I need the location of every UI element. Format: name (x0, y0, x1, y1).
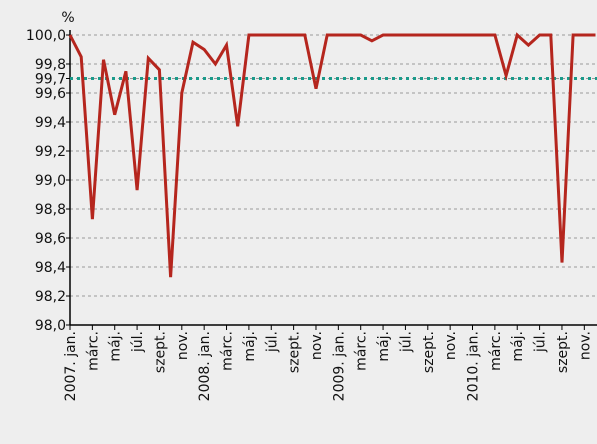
x-tick-label: szept. (287, 331, 303, 373)
y-tick-label: 99,6 (35, 86, 66, 102)
x-tick-label: 2010. jan. (466, 331, 482, 401)
x-tick-label: júl. (264, 331, 280, 353)
x-tick-label: máj. (108, 331, 124, 362)
x-tick-label: szept. (421, 331, 437, 373)
y-tick-label: 98,0 (35, 318, 66, 334)
y-tick-label: 99,8 (35, 57, 66, 73)
x-tick-label: nov. (175, 331, 191, 360)
x-tick-label: márc. (85, 331, 101, 371)
y-unit: % (61, 10, 74, 26)
x-tick-label: máj. (510, 331, 526, 362)
x-tick-label: márc. (488, 331, 504, 371)
x-tick-label: máj. (376, 331, 392, 362)
x-tick-label: nov. (577, 331, 593, 360)
y-tick-label: 98,6 (35, 231, 66, 247)
y-tick-label: 98,8 (35, 202, 66, 218)
y-tick-label: 98,4 (35, 260, 66, 276)
y-tick-label: 100,0 (26, 28, 66, 44)
x-tick-label: júl. (398, 331, 414, 353)
x-tick-label: szept. (555, 331, 571, 373)
y-tick-label: 99,2 (35, 144, 66, 160)
x-tick-label: 2009. jan. (331, 331, 347, 401)
y-tick-label: 99,4 (35, 115, 66, 131)
y-tick-label: 99,7 (35, 72, 66, 88)
x-tick-label: júl. (533, 331, 549, 353)
x-tick-label: júl. (130, 331, 146, 353)
x-tick-label: nov. (443, 331, 459, 360)
x-tick-label: máj. (242, 331, 258, 362)
x-tick-label: 2008. jan. (197, 331, 213, 401)
data-line (68, 32, 596, 278)
x-tick-label: nov. (309, 331, 325, 360)
y-tick-label: 99,0 (35, 173, 66, 189)
x-tick-label: szept. (152, 331, 168, 373)
x-tick-label: márc. (354, 331, 370, 371)
x-tick-label: márc. (220, 331, 236, 371)
y-tick-label: 98,2 (35, 289, 66, 305)
x-tick-label: 2007. jan. (63, 331, 79, 401)
